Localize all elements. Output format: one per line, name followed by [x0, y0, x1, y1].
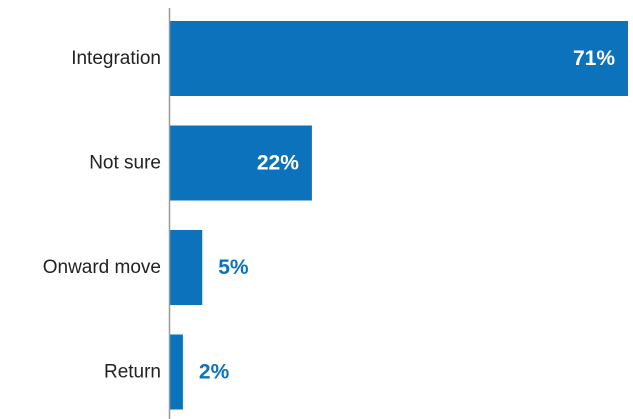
- category-label-integration: Integration: [71, 48, 161, 69]
- bar-onward-move: [170, 230, 203, 305]
- bar-return: [170, 334, 183, 410]
- value-label-not-sure: 22%: [257, 152, 299, 175]
- labels-layer: Integration 71% Not sure 22% Onward move 5% Re…: [43, 47, 616, 384]
- value-label-integration: 71%: [573, 47, 615, 70]
- category-label-return: Return: [104, 362, 161, 383]
- value-label-onward-move: 5%: [218, 256, 249, 279]
- category-label-onward-move: Onward move: [43, 257, 161, 278]
- category-label-not-sure: Not sure: [89, 153, 161, 174]
- value-label-return: 2%: [199, 361, 230, 384]
- bars-layer: [170, 21, 628, 410]
- bar-integration: [170, 21, 628, 96]
- bar-not-sure: [170, 125, 312, 201]
